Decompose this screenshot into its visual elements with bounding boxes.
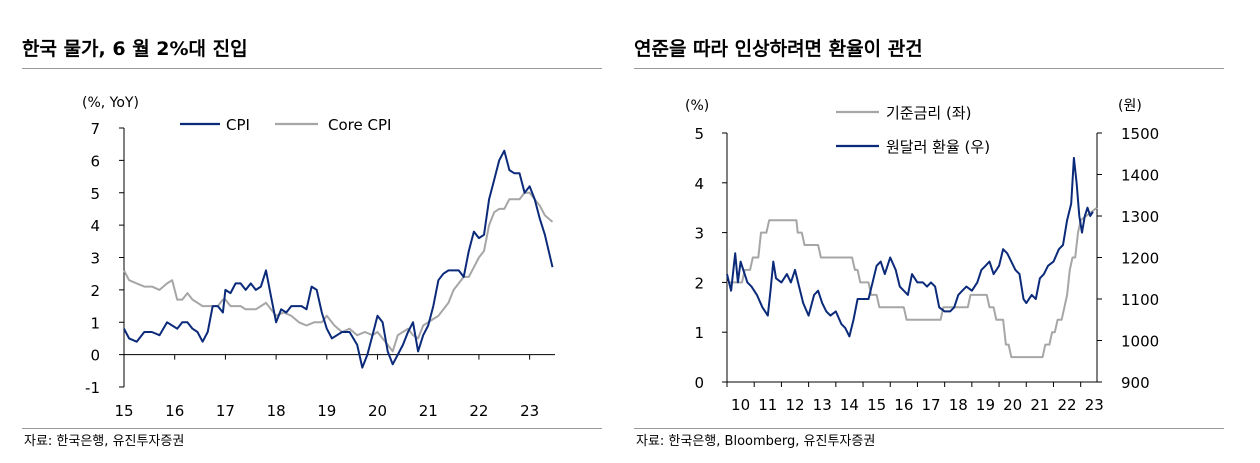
left-source-rule (22, 428, 602, 429)
left-x-tick-label: 19 (317, 402, 336, 420)
right-left-y-tick-label: 2 (694, 274, 704, 292)
left-chart-source: 자료: 한국은행, 유진투자증권 (24, 434, 185, 449)
right-right-y-tick-label: 1400 (1121, 167, 1159, 185)
left-title-rule (22, 68, 602, 69)
right-right-y-tick-label: 1100 (1121, 291, 1159, 309)
left-x-tick-label: 20 (368, 402, 387, 420)
core-cpi-line (123, 191, 554, 353)
legend-core-cpi-label: Core CPI (328, 116, 391, 134)
legend-base-rate-label: 기준금리 (좌) (886, 104, 971, 122)
left-y-tick-label: 7 (90, 120, 100, 138)
right-x-tick-label: 19 (976, 396, 995, 414)
right-x-tick-label: 20 (1003, 396, 1022, 414)
cpi-line (123, 149, 554, 369)
right-left-y-tick-label: 0 (694, 374, 704, 392)
right-left-y-tick-label: 3 (694, 225, 704, 243)
right-right-y-tick-label: 1000 (1121, 333, 1159, 351)
left-y-tick-label: 2 (90, 282, 100, 300)
left-x-tick-label: 21 (419, 402, 438, 420)
right-left-y-tick-label: 1 (694, 324, 704, 342)
right-x-tick-label: 12 (785, 396, 804, 414)
left-chart-title: 한국 물가, 6 월 2%대 진입 (22, 38, 248, 60)
left-x-tick-label: 17 (216, 402, 235, 420)
legend-cpi-label: CPI (226, 116, 250, 134)
right-left-y-tick-label: 5 (694, 125, 704, 143)
right-right-y-tick-label: 1200 (1121, 250, 1159, 268)
left-y-tick-label: 4 (90, 217, 100, 235)
left-x-tick-label: 16 (165, 402, 184, 420)
right-chart-title: 연준을 따라 인상하려면 환율이 관건 (634, 38, 923, 60)
left-x-tick-label: 22 (469, 402, 488, 420)
right-chart-source: 자료: 한국은행, Bloomberg, 유진투자증권 (636, 434, 876, 449)
left-x-tick-label: 23 (520, 402, 539, 420)
left-y-tick-label: 3 (90, 250, 100, 268)
left-y-tick-label: 0 (90, 347, 100, 365)
legend-fx-label: 원달러 환율 (우) (886, 138, 990, 156)
right-x-tick-label: 16 (894, 396, 913, 414)
left-y-tick-label: -1 (85, 379, 100, 397)
right-source-rule (634, 428, 1224, 429)
right-left-y-tick-label: 4 (694, 175, 704, 193)
left-unit-label: (%, YoY) (82, 95, 139, 111)
left-x-tick-label: 18 (267, 402, 286, 420)
right-x-tick-label: 15 (867, 396, 886, 414)
right-right-unit-label: (원) (1118, 98, 1142, 114)
left-y-tick-label: 6 (90, 152, 100, 170)
right-right-y-tick-label: 1300 (1121, 208, 1159, 226)
left-x-tick-label: 15 (114, 402, 133, 420)
right-x-tick-label: 10 (731, 396, 750, 414)
right-x-tick-label: 21 (1030, 396, 1049, 414)
right-x-tick-label: 17 (921, 396, 940, 414)
left-y-tick-label: 1 (90, 314, 100, 332)
right-x-tick-label: 22 (1058, 396, 1077, 414)
right-x-tick-label: 23 (1085, 396, 1104, 414)
base-rate-line (727, 206, 1098, 359)
right-x-tick-label: 13 (813, 396, 832, 414)
right-right-y-tick-label: 900 (1121, 374, 1150, 392)
right-x-tick-label: 11 (758, 396, 777, 414)
right-x-tick-label: 18 (949, 396, 968, 414)
right-x-tick-label: 14 (840, 396, 859, 414)
right-left-unit-label: (%) (685, 98, 709, 114)
fx-rate-line (726, 156, 1094, 338)
right-right-y-tick-label: 1500 (1121, 125, 1159, 143)
right-title-rule (634, 68, 1224, 69)
left-y-tick-label: 5 (90, 185, 100, 203)
